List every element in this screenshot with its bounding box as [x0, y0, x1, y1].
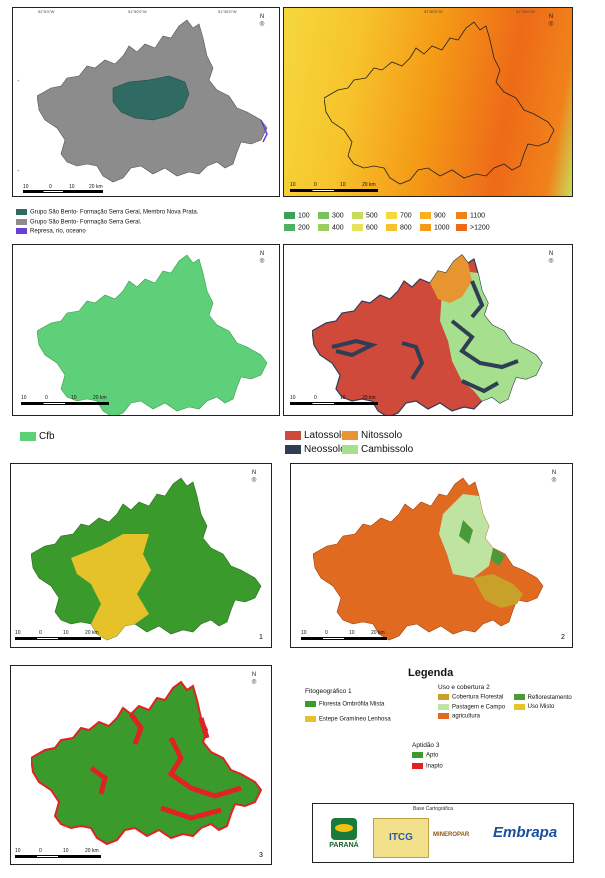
coord-top-c: 51°35'0"W	[218, 9, 237, 14]
north-arrow-icon: N ◎	[259, 14, 265, 27]
coord-top-b2: 51°50'0"W	[424, 9, 443, 14]
base-cartografica-box: Base Cartográfica PARANÁ ITCG MINEROPAR …	[312, 803, 574, 863]
aptitude-map	[31, 681, 262, 845]
panel-number-2: 2	[561, 634, 565, 641]
panel-number-1: 1	[259, 634, 263, 641]
nitossolo-area	[430, 255, 472, 303]
fito-legend-item: Estepe Gramíneo Lenhosa	[305, 715, 391, 722]
base-title: Base Cartográfica	[413, 806, 454, 812]
aptitude-map-panel: N ◎ 3 10 0 10 20 km	[10, 665, 272, 865]
elevation-map-panel: 51°50'0"W 51°35'0"W N ◎ 10 0 10 20 km	[283, 7, 573, 197]
north-arrow-icon-7: N ◎	[251, 672, 257, 685]
logo-parana: PARANÁ	[321, 818, 367, 858]
uso-legend: Uso e cobertura 2 Cobertura Florestal Re…	[438, 684, 572, 720]
north-arrow-icon-5: N ◎	[251, 470, 257, 483]
geology-map	[37, 19, 268, 183]
neossolo-veins	[331, 280, 519, 394]
soil-map	[312, 254, 543, 415]
climate-map	[37, 254, 268, 415]
north-arrow-icon-2: N ◎	[548, 14, 554, 27]
logo-embrapa: Embrapa	[493, 824, 558, 841]
apt-legend-item: Inapto	[412, 762, 443, 769]
logo-mineropar: MINEROPAR	[433, 832, 470, 838]
logo-itcg: ITCG	[373, 818, 429, 858]
cobertura-area	[473, 574, 523, 608]
fito-legend-item: Floresta Ombrófila Mista	[305, 701, 391, 708]
geology-legend-item: Represa, rio, oceano	[16, 228, 276, 235]
panel-number-3: 3	[259, 852, 263, 859]
inapto-veins	[89, 712, 242, 821]
climate-legend-item: Cfb	[20, 431, 55, 442]
apt-legend-item: Apto	[412, 752, 443, 759]
north-arrow-icon-3: N ◎	[259, 251, 265, 264]
nova-prata-area	[112, 75, 190, 121]
cambissolo-area	[440, 271, 542, 403]
north-arrow-icon-4: N ◎	[548, 251, 554, 264]
climate-map-panel: N ◎ 10 0 10 20 km	[12, 244, 280, 416]
elevation-map	[324, 21, 555, 185]
fito-legend: Fitogeográfico 1 Floresta Ombrófila Mist…	[305, 688, 391, 723]
soil-map-panel: N ◎ 10 0 10 20 km	[283, 244, 573, 416]
vegetation-map	[31, 477, 262, 641]
geology-legend: Grupo São Bento- Formação Serra Geral, M…	[16, 209, 276, 235]
estepe-area	[71, 534, 151, 640]
legenda-title: Legenda	[408, 667, 454, 679]
vegetation-map-panel: N ◎ 1 10 0 10 20 km	[10, 463, 272, 648]
geology-legend-item: Grupo São Bento- Formação Serra Geral, M…	[16, 209, 276, 216]
apt-legend: Aptidão 3 Apto Inapto	[412, 742, 443, 770]
reflorestamento-area	[459, 520, 505, 566]
coord-top-b: 51°50'0"W	[128, 9, 147, 14]
coord-top-c2: 51°35'0"W	[516, 9, 535, 14]
geology-map-panel: 52°5'0"W 51°50'0"W 51°35'0"W N ◎ + + 10 0…	[12, 7, 280, 197]
north-arrow-icon-6: N ◎	[551, 470, 557, 483]
landuse-map	[313, 477, 544, 641]
geology-legend-item: Grupo São Bento- Formação Serra Geral.	[16, 218, 276, 225]
landuse-map-panel: N ◎ 2 10 0 10 20 km	[290, 463, 573, 648]
river-line	[260, 119, 268, 143]
coord-top-a: 52°5'0"W	[38, 9, 55, 14]
